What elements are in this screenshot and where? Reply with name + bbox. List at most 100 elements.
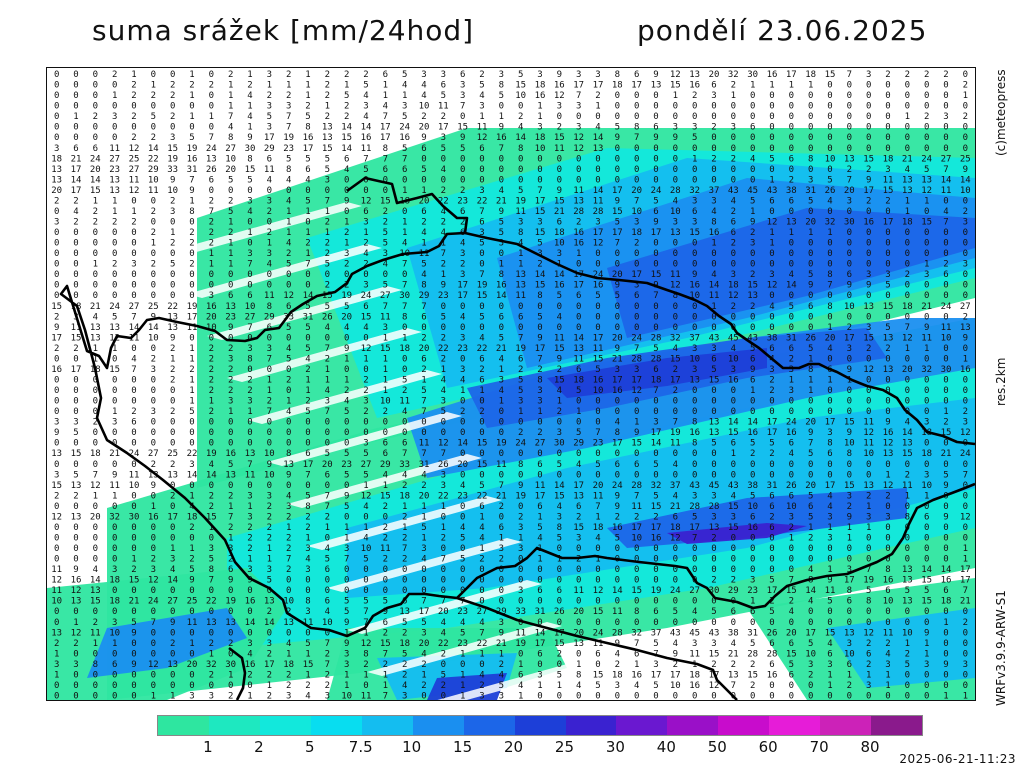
grid-value: 1	[421, 376, 426, 386]
grid-value: 0	[247, 239, 252, 249]
grid-value: 0	[363, 365, 368, 375]
grid-value: 0	[305, 186, 310, 196]
grid-value: 0	[112, 270, 117, 280]
grid-value: 5	[499, 333, 504, 343]
grid-value: 21	[728, 649, 739, 659]
legend-swatch	[769, 716, 821, 735]
grid-value: 0	[209, 281, 214, 291]
grid-value: 11	[670, 270, 681, 280]
grid-value: 21	[129, 597, 140, 607]
grid-value: 0	[866, 544, 871, 554]
grid-value: 1	[93, 491, 98, 501]
grid-value: 14	[535, 270, 546, 280]
grid-value: 17	[612, 439, 623, 449]
grid-value: 4	[537, 534, 542, 544]
grid-value: 1	[267, 386, 272, 396]
grid-value: 2	[421, 660, 426, 670]
grid-value: 15	[631, 586, 642, 596]
grid-value: 0	[170, 681, 175, 691]
grid-value: 30	[747, 70, 758, 80]
grid-value: 0	[151, 428, 156, 438]
grid-value: 0	[209, 439, 214, 449]
grid-value: 7	[827, 281, 832, 291]
grid-value: 37	[651, 628, 662, 638]
grid-value: 1	[711, 239, 716, 249]
grid-value: 10	[109, 628, 120, 638]
grid-value: 1	[827, 670, 832, 680]
grid-value: 0	[634, 692, 639, 701]
grid-value: 0	[499, 154, 504, 164]
grid-value: 3	[247, 397, 252, 407]
grid-value: 2	[847, 165, 852, 175]
grid-value: 0	[93, 502, 98, 512]
grid-value: 2	[325, 512, 330, 522]
grid-value: 0	[711, 692, 716, 701]
grid-value: 0	[402, 175, 407, 185]
grid-value: 4	[479, 523, 484, 533]
grid-value: 4	[383, 260, 388, 270]
grid-value: 9	[615, 502, 620, 512]
grid-value: 3	[673, 218, 678, 228]
grid-value: 0	[731, 407, 736, 417]
grid-value: 1	[112, 91, 117, 101]
grid-value: 20	[419, 123, 430, 133]
grid-value: 7	[402, 544, 407, 554]
grid-value: 1	[847, 534, 852, 544]
grid-value: 20	[225, 165, 236, 175]
grid-value: 0	[344, 186, 349, 196]
grid-value: 5	[499, 228, 504, 238]
grid-value: 0	[93, 607, 98, 617]
grid-value: 5	[267, 112, 272, 122]
grid-value: 0	[595, 418, 600, 428]
grid-value: 0	[344, 439, 349, 449]
legend-label: 20	[504, 738, 523, 756]
grid-value: 15	[380, 491, 391, 501]
grid-value: 4	[673, 491, 678, 501]
grid-value: 16	[71, 576, 82, 586]
grid-value: 8	[827, 439, 832, 449]
grid-value: 17	[438, 123, 449, 133]
grid-value: 0	[73, 239, 78, 249]
grid-value: 0	[479, 175, 484, 185]
grid-value: 5	[499, 218, 504, 228]
grid-value: 1	[557, 397, 562, 407]
grid-value: 13	[902, 565, 913, 575]
grid-value: 5	[325, 555, 330, 565]
grid-value: 2	[344, 70, 349, 80]
grid-value: 17	[535, 196, 546, 206]
grid-value: 2	[325, 70, 330, 80]
grid-value: 7	[499, 144, 504, 154]
grid-value: 0	[247, 186, 252, 196]
grid-value: 3	[479, 228, 484, 238]
grid-value: 0	[847, 312, 852, 322]
grid-value: 0	[344, 418, 349, 428]
grid-value: 17	[303, 460, 314, 470]
grid-value: 7	[537, 354, 542, 364]
grid-value: 2	[267, 91, 272, 101]
grid-value: 7	[325, 344, 330, 354]
grid-value: 0	[73, 102, 78, 112]
grid-value: 3	[325, 175, 330, 185]
grid-value: 2	[325, 354, 330, 364]
grid-value: 0	[557, 576, 562, 586]
grid-value: 0	[73, 407, 78, 417]
grid-value: 20	[419, 639, 430, 649]
grid-value: 0	[170, 628, 175, 638]
grid-value: 1	[189, 354, 194, 364]
grid-value: 17	[651, 228, 662, 238]
grid-value: 2	[557, 649, 562, 659]
grid-value: 9	[54, 428, 59, 438]
grid-value: 4	[363, 502, 368, 512]
grid-value: 5	[789, 302, 794, 312]
grid-value: 5	[267, 576, 272, 586]
grid-value: 1	[827, 523, 832, 533]
grid-value: 14	[960, 175, 971, 185]
legend-swatch	[820, 716, 872, 735]
grid-value: 0	[711, 144, 716, 154]
grid-value: 0	[653, 154, 658, 164]
grid-value: 17	[786, 70, 797, 80]
grid-value: 1	[209, 249, 214, 259]
grid-value: 2	[402, 660, 407, 670]
grid-value: 0	[402, 323, 407, 333]
grid-value: 0	[421, 692, 426, 701]
